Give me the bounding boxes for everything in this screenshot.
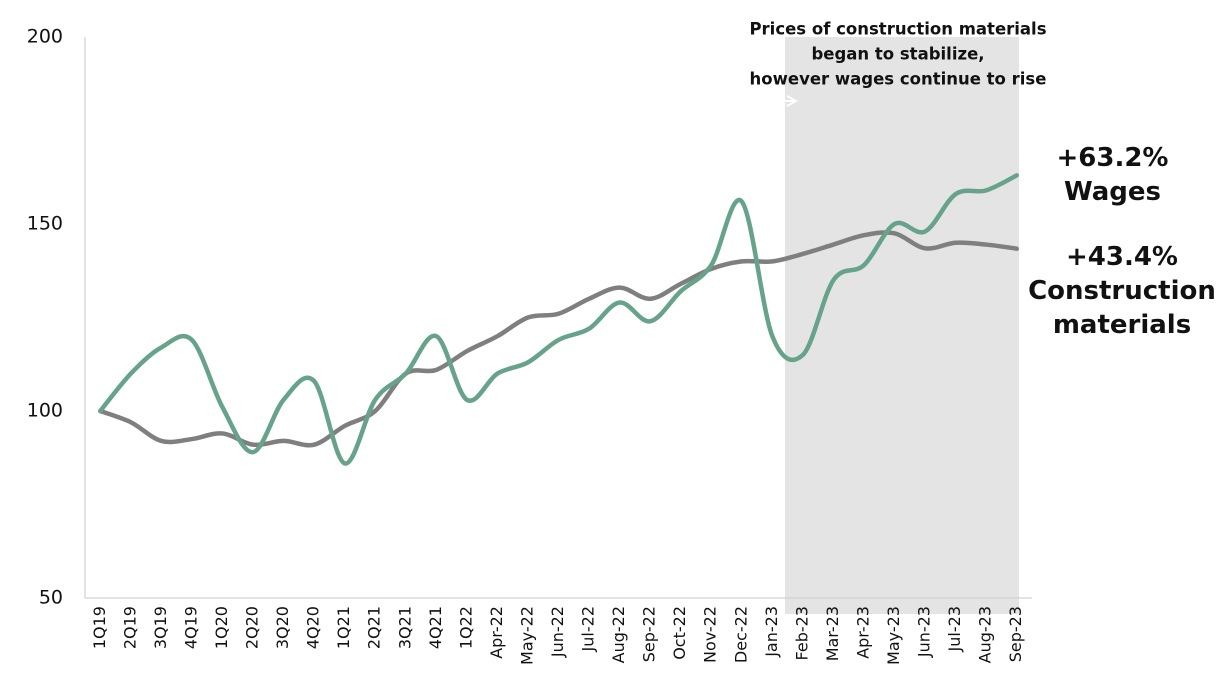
x-tick-label: 2Q21 <box>365 606 384 649</box>
annotation: began to stabilize, <box>811 45 984 64</box>
x-tick-label: 4Q19 <box>181 606 200 649</box>
x-tick-label: Jun-22 <box>548 606 567 658</box>
x-tick-label: 1Q21 <box>334 606 353 649</box>
series-line <box>98 230 1019 448</box>
x-tick-label: Aug-22 <box>609 606 628 663</box>
x-tick-label: 2Q20 <box>243 606 262 649</box>
x-tick-label: 1Q22 <box>456 606 475 649</box>
series-end-label: +63.2% Wages <box>1040 141 1185 209</box>
y-tick-label: 100 <box>27 400 63 422</box>
data-label: +43.4% <box>1066 242 1178 272</box>
y-tick-label: 150 <box>27 213 63 235</box>
x-tick-label: Jun-23 <box>915 606 934 658</box>
x-tick-label: Jul-22 <box>579 606 598 652</box>
x-tick-label: 3Q20 <box>273 606 292 649</box>
data-label: +63.2% <box>1056 143 1169 173</box>
highlight-region <box>785 37 1019 614</box>
x-tick-label: Jan-23 <box>762 606 781 658</box>
annotation: Prices of construction materials <box>749 20 1046 39</box>
annotation-arrow <box>760 95 799 107</box>
x-tick-label: Sep-22 <box>640 606 659 662</box>
x-tick-label: Aug-23 <box>976 606 995 663</box>
x-tick-label: Mar-23 <box>823 606 842 661</box>
x-tick-label: Jul-23 <box>945 606 964 652</box>
x-tick-label: 4Q21 <box>426 606 445 649</box>
x-tick-label: 3Q19 <box>151 606 170 649</box>
x-tick-label: Feb-23 <box>792 606 811 660</box>
y-tick-label: 50 <box>39 587 63 609</box>
x-tick-label: Apr-23 <box>853 606 872 659</box>
x-tick-label: May-22 <box>517 606 536 665</box>
x-tick-label: 2Q19 <box>120 606 139 649</box>
x-tick-label: 3Q21 <box>395 606 414 649</box>
x-tick-label: Sep-23 <box>1006 606 1025 662</box>
x-tick-label: Dec-22 <box>731 606 750 663</box>
x-tick-label: May-23 <box>884 606 903 665</box>
x-tick-label: 1Q20 <box>212 606 231 649</box>
annotation: however wages continue to rise <box>750 70 1047 89</box>
series-line <box>98 173 1019 466</box>
series-end-label: +43.4% Construction materials <box>1020 240 1224 342</box>
x-tick-label: 4Q20 <box>304 606 323 649</box>
x-tick-label: 1Q19 <box>90 606 109 649</box>
legend-entry: Wages <box>1063 177 1162 207</box>
x-tick-label: Apr-22 <box>487 606 506 659</box>
x-tick-label: Nov-22 <box>701 606 720 663</box>
x-tick-label: Oct-22 <box>670 606 689 660</box>
legend-entry: Construction materials <box>1028 276 1216 340</box>
y-tick-label: 200 <box>27 26 63 48</box>
